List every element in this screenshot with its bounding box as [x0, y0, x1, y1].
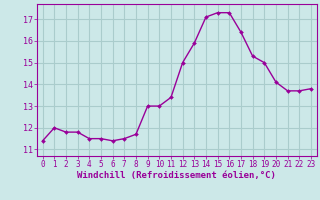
X-axis label: Windchill (Refroidissement éolien,°C): Windchill (Refroidissement éolien,°C): [77, 171, 276, 180]
